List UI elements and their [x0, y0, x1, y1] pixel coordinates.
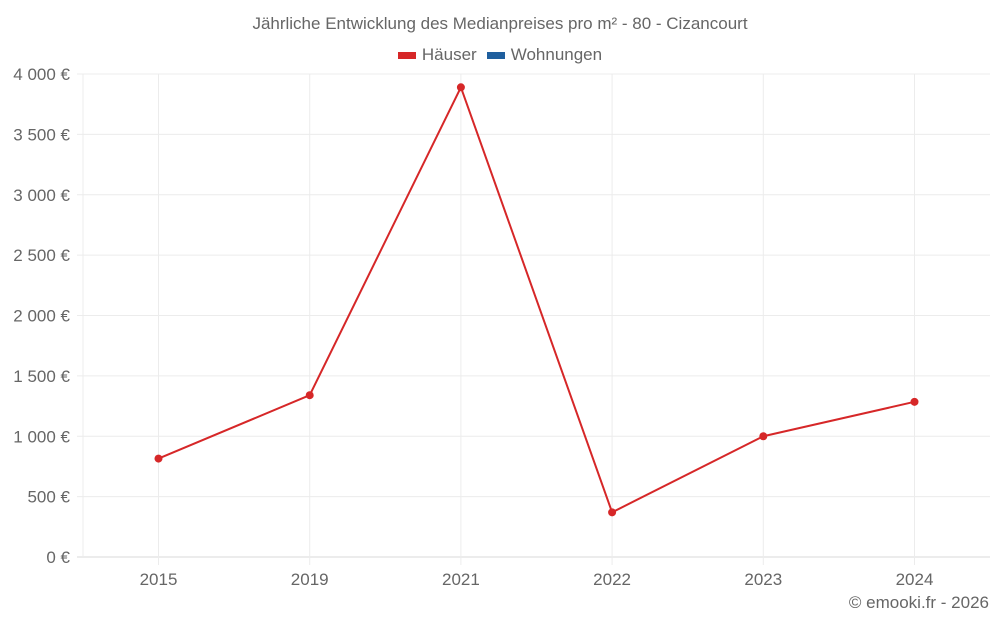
y-tick-label: 2 000 €	[13, 307, 70, 326]
legend-item-apartments[interactable]: Wohnungen	[486, 45, 603, 65]
x-tick-label: 2015	[140, 570, 178, 589]
legend-item-houses[interactable]: Häuser	[397, 45, 477, 65]
data-point[interactable]	[305, 391, 314, 400]
chart-title: Jährliche Entwicklung des Medianpreises …	[252, 14, 748, 33]
y-tick-label: 3 500 €	[13, 125, 70, 144]
data-point[interactable]	[608, 508, 617, 517]
copyright-credit: © emooki.fr - 2026	[848, 593, 989, 612]
grid-lines	[77, 73, 990, 565]
y-tick-label: 1 500 €	[13, 367, 70, 386]
series-houses	[154, 83, 919, 517]
y-tick-label: 1 000 €	[13, 427, 70, 446]
x-axis: 2015 2019 2021 2022 2023 2024	[140, 570, 934, 589]
data-point[interactable]	[154, 454, 163, 463]
y-tick-label: 3 000 €	[13, 186, 70, 205]
x-tick-label: 2023	[744, 570, 782, 589]
y-tick-label: 0 €	[46, 548, 70, 567]
x-tick-label: 2021	[442, 570, 480, 589]
chart-legend: Häuser Wohnungen	[0, 45, 1000, 65]
data-point[interactable]	[910, 397, 919, 406]
data-point[interactable]	[759, 432, 768, 441]
legend-label-apartments: Wohnungen	[510, 45, 603, 64]
y-tick-label: 4 000 €	[13, 65, 70, 84]
data-point[interactable]	[456, 83, 465, 92]
x-tick-label: 2024	[896, 570, 934, 589]
legend-swatch-houses	[397, 51, 416, 59]
y-tick-label: 2 500 €	[13, 246, 70, 265]
legend-swatch-apartments	[486, 51, 505, 59]
x-tick-label: 2022	[593, 570, 631, 589]
y-tick-label: 500 €	[27, 488, 70, 507]
legend-label-houses: Häuser	[421, 45, 477, 64]
y-axis: 0 € 500 € 1 000 € 1 500 € 2 000 € 2 500 € 3 00…	[13, 65, 70, 567]
x-tick-label: 2019	[291, 570, 329, 589]
